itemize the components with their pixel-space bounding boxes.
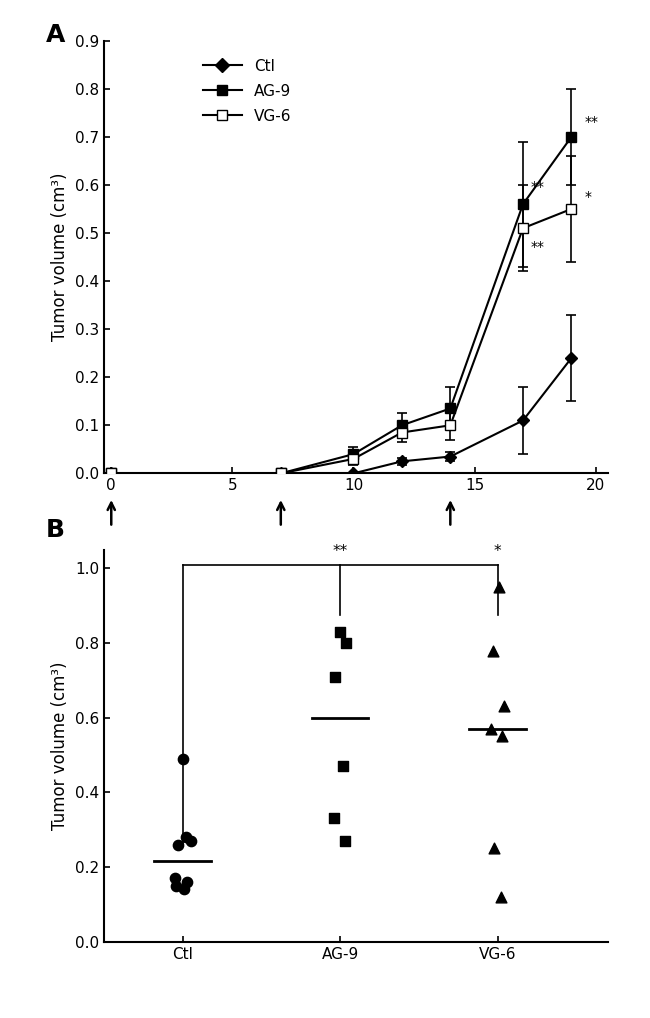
Point <box>171 878 181 894</box>
Text: B: B <box>46 518 65 543</box>
Point <box>499 698 509 715</box>
Point <box>488 642 498 659</box>
Point <box>177 750 188 767</box>
Point <box>330 669 341 685</box>
Point <box>185 833 196 849</box>
Y-axis label: Tumor volume (cm³): Tumor volume (cm³) <box>51 173 70 341</box>
Point <box>497 728 508 744</box>
Point <box>489 840 500 856</box>
Point <box>495 889 506 905</box>
Point <box>340 833 350 849</box>
Point <box>329 810 339 827</box>
Text: **: ** <box>530 180 544 194</box>
Point <box>341 635 352 652</box>
Text: *: * <box>585 190 592 204</box>
Y-axis label: Tumor volume (cm³): Tumor volume (cm³) <box>51 662 70 830</box>
Point <box>338 758 348 775</box>
Text: *: * <box>494 544 501 559</box>
Point <box>486 721 497 737</box>
Point <box>181 829 191 845</box>
Text: **: ** <box>585 115 599 129</box>
Text: **: ** <box>333 544 348 559</box>
Legend: Ctl, AG-9, VG-6: Ctl, AG-9, VG-6 <box>198 53 298 129</box>
Point <box>179 882 190 898</box>
Point <box>182 873 192 890</box>
Point <box>494 579 504 596</box>
Text: **: ** <box>530 240 544 254</box>
Point <box>335 624 345 640</box>
Point <box>170 870 180 887</box>
Text: A: A <box>46 23 66 48</box>
Point <box>173 837 183 853</box>
